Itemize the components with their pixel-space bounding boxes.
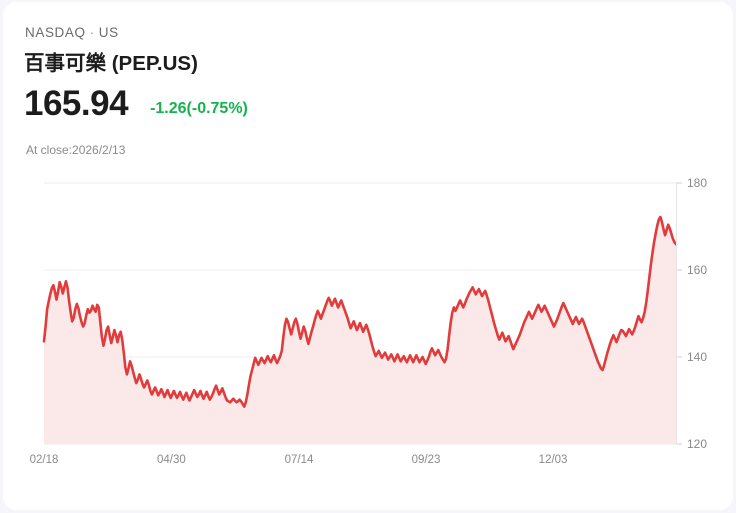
chart-line [42,215,678,408]
current-price: 165.94 [24,84,129,123]
y-axis-label: 180 [687,176,707,190]
price-chart-svg[interactable]: 180 160 140 120 02/18 04/30 07/14 09/23 12/03 [3,167,733,477]
price-chart[interactable]: 180 160 140 120 02/18 04/30 07/14 09/23 12/03 [3,167,733,477]
exchange-name: NASDAQ [25,25,86,40]
region-label: US [98,25,119,40]
x-axis-label: 02/18 [30,454,59,466]
chart-area-fill [44,216,676,444]
price-row: 165.94 -1.26(-0.75%) [24,86,248,121]
exchange-separator: · [89,25,95,40]
y-axis-label: 140 [687,350,707,364]
price-change: -1.26(-0.75%) [150,100,248,117]
market-status-text: At close:2026/2/13 [26,143,126,157]
chart-y-axis-labels: 180 160 140 120 [687,176,707,451]
exchange-line: NASDAQ · US [25,25,119,40]
chart-y-tick-marks [676,182,682,445]
x-axis-label: 07/14 [285,454,314,466]
x-axis-label: 04/30 [157,454,186,466]
x-axis-label: 09/23 [412,454,441,466]
y-axis-label: 120 [687,437,707,451]
page-title: 百事可樂 (PEP.US) [24,52,198,75]
chart-x-axis-labels: 02/18 04/30 07/14 09/23 12/03 [30,454,568,466]
x-axis-label: 12/03 [539,454,568,466]
stock-quote-card: NASDAQ · US 百事可樂 (PEP.US) 165.94 -1.26(-0.… [3,2,733,510]
y-axis-label: 160 [687,263,707,277]
